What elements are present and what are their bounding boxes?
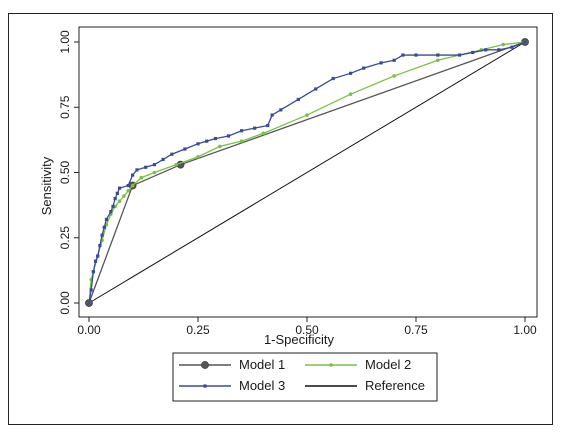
legend-label: Model 3 <box>239 378 285 393</box>
model-3-point <box>414 53 418 57</box>
model-3-point <box>170 152 174 156</box>
reference-line <box>88 41 526 304</box>
y-tick-label: 0.00 <box>58 291 72 315</box>
model-2-point <box>130 183 135 188</box>
model-3-point <box>497 48 501 52</box>
model-3-point <box>436 53 440 57</box>
legend: Model 1 Model 2 Model 3 Reference <box>172 352 438 402</box>
model-3-point <box>349 71 353 75</box>
x-tick-label: 0.75 <box>404 323 428 337</box>
model-3-point <box>96 254 100 258</box>
model-2-point <box>122 194 126 198</box>
model-3-point <box>102 225 106 229</box>
model-3-point <box>213 136 218 141</box>
x-tick-label: 1.00 <box>513 323 537 337</box>
model-3-point <box>296 97 300 102</box>
model-3-point <box>240 129 244 133</box>
legend-item-reference: Reference <box>305 378 425 393</box>
model-2-point <box>196 155 200 159</box>
model-2-point <box>392 74 397 78</box>
series-layer <box>85 38 529 307</box>
chart-frame: 0.00 0.25 0.50 0.75 1.00 0.00 0.25 0.50 0.75 1.00… <box>8 13 553 425</box>
y-tick-label: 0.25 <box>58 226 72 250</box>
legend-item-model-3: Model 3 <box>179 378 285 393</box>
model-3-point <box>183 147 187 151</box>
legend-label: Model 2 <box>365 357 411 372</box>
model-3-point <box>196 142 200 146</box>
model-3-point <box>89 288 93 292</box>
legend-item-model-1: Model 1 <box>179 357 285 372</box>
x-axis-label: 1-Specificity <box>264 332 335 347</box>
legend-item-model-2: Model 2 <box>305 357 411 372</box>
legend-label: Reference <box>365 378 425 393</box>
legend-box <box>172 352 438 402</box>
x-tick-label: 0.50 <box>295 323 319 337</box>
x-tick-label: 0.25 <box>186 323 210 337</box>
model-3-point <box>115 191 119 195</box>
y-tick-label: 0.75 <box>58 95 72 119</box>
model-3-point <box>458 53 462 57</box>
model-3-point <box>401 53 405 57</box>
model-2-point <box>436 58 440 63</box>
model-3-point <box>111 204 115 209</box>
model-3-point <box>270 113 274 117</box>
model-2-point <box>174 162 178 167</box>
axes: 0.00 0.25 0.50 0.75 1.00 0.00 0.25 0.50 0.75 1.00 <box>58 30 537 337</box>
model-3-point <box>93 259 98 263</box>
model-3-point <box>266 123 270 128</box>
model-3-point <box>131 173 135 177</box>
model-2-point <box>305 113 309 117</box>
model-3-point <box>253 126 257 130</box>
model-3-point <box>523 40 527 44</box>
model-3-point <box>314 87 318 91</box>
model-3-point <box>117 186 122 190</box>
model-3-point <box>126 183 130 188</box>
model-2-line <box>88 41 526 304</box>
legend-marker <box>329 363 333 367</box>
model-3-point <box>161 157 165 162</box>
y-tick-label: 1.00 <box>58 30 72 54</box>
model-3-point <box>91 270 95 274</box>
model-3-point <box>113 197 117 201</box>
model-3-point <box>279 108 283 112</box>
model-3-series <box>87 40 527 305</box>
model-3-point <box>331 76 335 81</box>
model-2-point <box>348 92 353 96</box>
model-3-point <box>87 301 91 305</box>
model-2-point <box>501 42 506 47</box>
y-tick-label: 0.50 <box>58 160 72 184</box>
model-3-point <box>392 58 396 62</box>
model-2-point <box>126 188 131 193</box>
legend-label: Model 1 <box>239 357 285 372</box>
model-3-point <box>135 168 139 172</box>
model-3-point <box>100 233 104 237</box>
roc-chart: 0.00 0.25 0.50 0.75 1.00 0.00 0.25 0.50 0.75 1.00… <box>39 26 538 402</box>
model-3-point <box>471 50 475 55</box>
model-2-point <box>239 139 244 143</box>
model-3-point <box>104 217 109 222</box>
model-3-point <box>226 134 231 138</box>
model-2-point <box>139 175 144 180</box>
model-3-point <box>362 66 366 70</box>
legend-marker <box>201 361 209 369</box>
model-2-point <box>261 131 266 136</box>
model-3-point <box>98 243 102 248</box>
reference-series <box>88 41 526 304</box>
model-3-point <box>152 163 156 167</box>
model-3-point <box>109 210 113 214</box>
model-2-point <box>152 170 157 175</box>
model-3-point <box>484 48 488 52</box>
x-tick-label: 0.00 <box>77 323 101 337</box>
y-axis-label: Sensitivity <box>39 156 54 215</box>
model-3-point <box>205 139 209 143</box>
model-3-point <box>144 165 148 169</box>
model-2-point <box>218 144 222 149</box>
model-3-point <box>379 61 383 65</box>
model-2-point <box>117 199 122 204</box>
model-3-point <box>510 45 514 49</box>
legend-marker <box>203 384 207 388</box>
model-1-line <box>88 41 526 304</box>
